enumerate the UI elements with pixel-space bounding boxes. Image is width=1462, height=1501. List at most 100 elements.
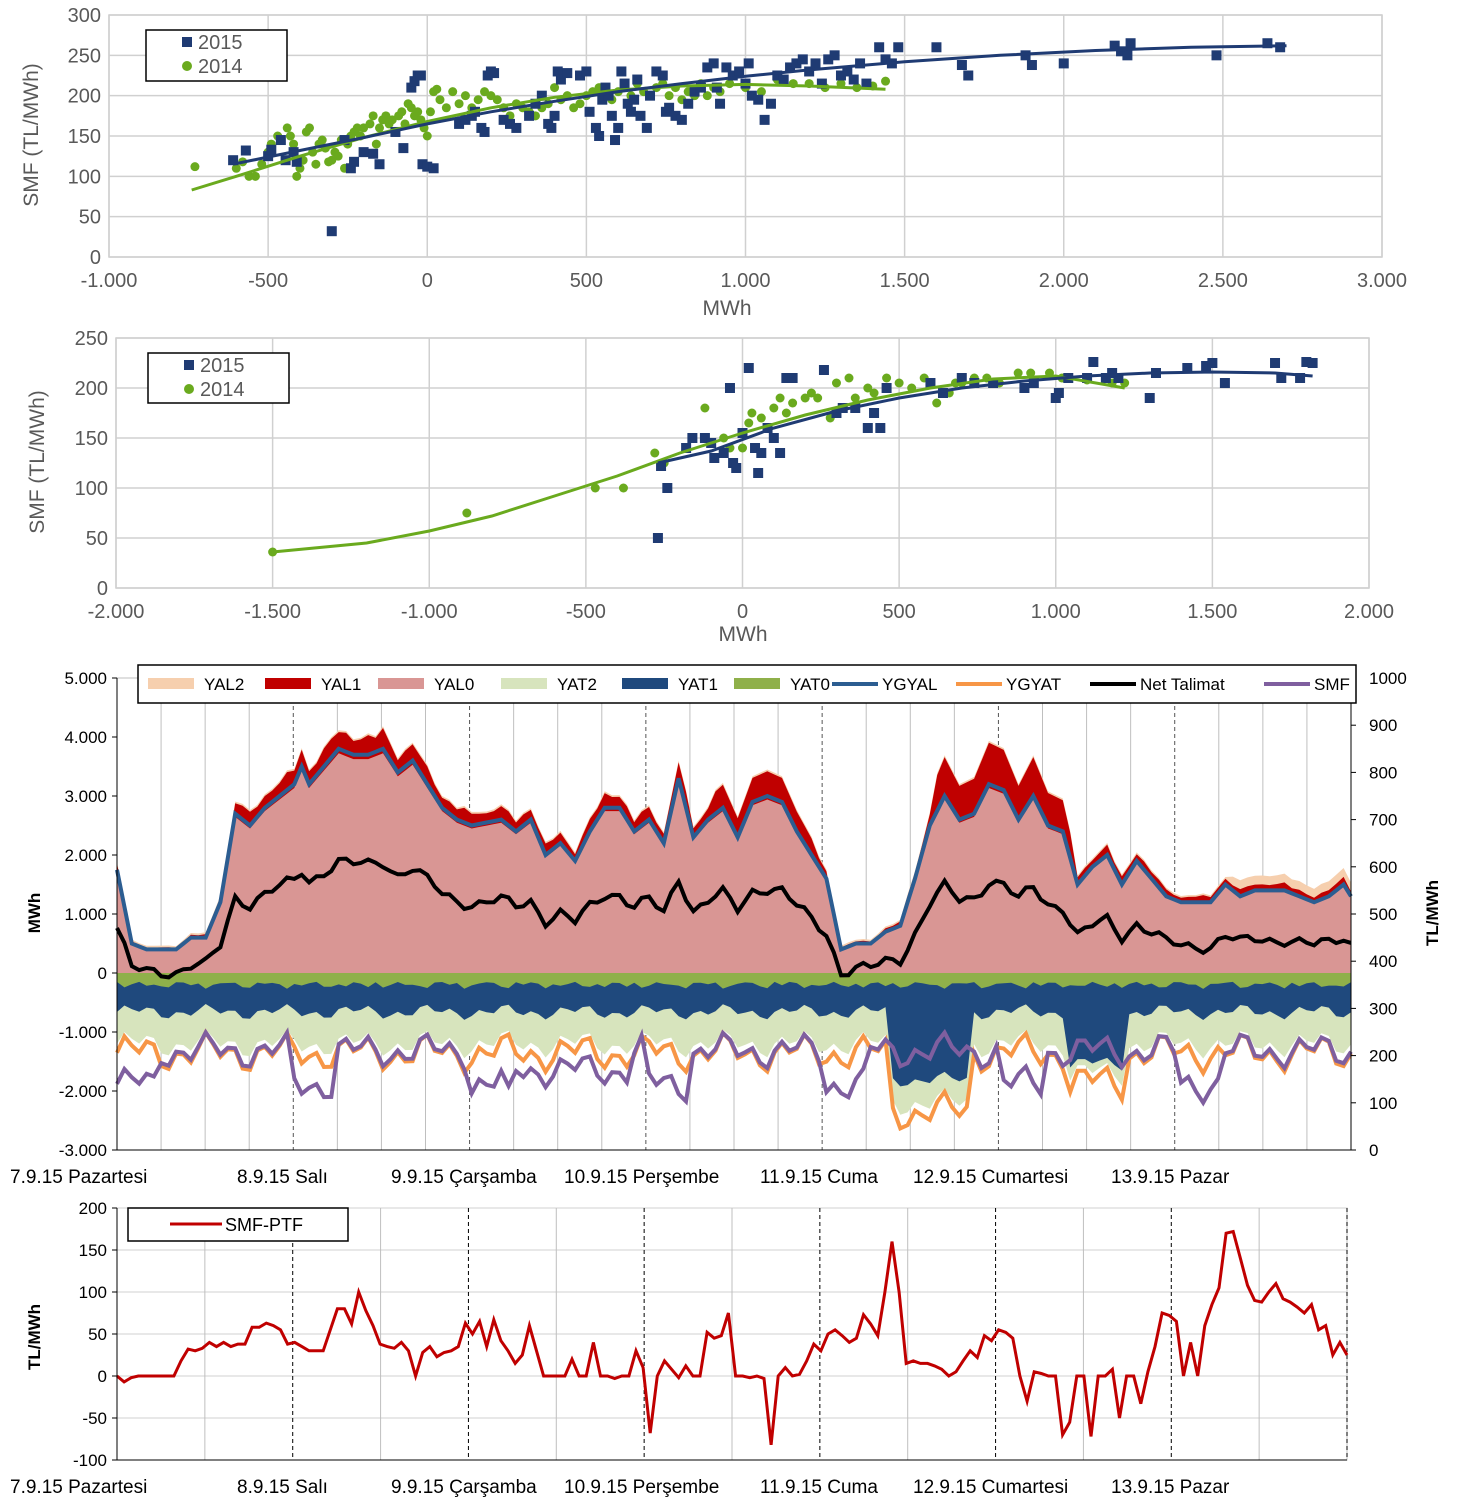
scatter-chart-2: -2.000 -1.500 -1.000 -500 0 500 1.000 1.500 2.00…	[26, 328, 1394, 646]
chart2-legend: 2015 2014	[147, 352, 290, 404]
chart2-point-2015	[1301, 357, 1312, 367]
chart3-legend-swatch-YAT2	[501, 678, 547, 689]
chart1-x-tick-label: 2.500	[1198, 270, 1248, 292]
chart3-line-SMF	[115, 1027, 1353, 1107]
chart1-point-2015	[829, 50, 840, 61]
chart1-point-2015	[721, 62, 732, 73]
chart2-x-tick-label: -500	[566, 601, 606, 623]
chart1-point-2015	[641, 122, 652, 133]
chart1-x-tick-label: -500	[248, 270, 288, 292]
chart1-point-2015	[584, 106, 595, 117]
chart1-x-tick-label: 2.000	[1039, 270, 1089, 292]
chart3-day-label: 10.9.15 Perşembe	[564, 1167, 719, 1188]
chart2-point-2015	[775, 448, 786, 458]
chart2-gridlines	[115, 337, 1370, 589]
chart3-legend-label-YAL1: YAL1	[321, 675, 361, 694]
chart2-x-tick-label: 0	[737, 601, 748, 623]
chart1-legend-label-2015: 2015	[198, 32, 243, 54]
chart2-point-2015	[681, 443, 692, 453]
chart4-y-tick-label: -50	[82, 1409, 107, 1428]
chart4-y-tick-label: 100	[79, 1283, 107, 1302]
chart1-point-2015	[708, 58, 719, 69]
chart1-point-2014	[413, 107, 423, 117]
chart1-point-2015	[1058, 58, 1069, 69]
chart1-point-2014	[664, 91, 674, 101]
chart2-point-2014	[618, 483, 628, 493]
chart2-point-2014	[800, 393, 810, 403]
chart2-point-2015	[756, 448, 767, 458]
chart3-y-tick-label: -1.000	[59, 1023, 107, 1042]
chart3-legend-swatch-YAL0	[378, 678, 424, 689]
chart1-point-2015	[1116, 46, 1127, 57]
chart1-point-2015	[606, 110, 617, 121]
chart2-x-tick-label: 500	[882, 601, 915, 623]
chart3-y2-tick-label: 700	[1369, 811, 1397, 830]
scatter-chart-1: -1.000 -500 0 500 1.000 1.500 2.000 2.500 3.000 0…	[20, 5, 1407, 320]
chart2-point-2015	[1144, 393, 1155, 403]
chart1-point-2014	[492, 95, 502, 105]
chart2-legend-label-2015: 2015	[200, 355, 245, 377]
chart1-point-2015	[590, 122, 601, 133]
chart2-point-2015	[787, 373, 798, 383]
chart2-point-2014	[882, 373, 892, 383]
chart1-point-2015	[1211, 50, 1222, 61]
chart1-point-2015	[711, 82, 722, 93]
chart3-day-label: 9.9.15 Çarşamba	[391, 1167, 537, 1188]
chart2-point-2015	[956, 373, 967, 383]
chart4-day-label: 8.9.15 Salı	[237, 1477, 328, 1498]
chart4-y-tick-label: -100	[73, 1451, 107, 1470]
chart2-point-2015	[1107, 368, 1118, 378]
chart4-day-label: 9.9.15 Çarşamba	[391, 1477, 537, 1498]
chart1-point-2014	[304, 123, 314, 133]
chart2-point-2015	[724, 383, 735, 393]
chart4-day-label: 12.9.15 Cumartesi	[913, 1477, 1068, 1498]
chart1-y-tick-label: 0	[90, 247, 101, 269]
chart2-point-2015	[937, 388, 948, 398]
chart4-legend-label: SMF-PTF	[225, 1215, 303, 1235]
chart1-point-2015	[1026, 60, 1037, 71]
chart3-legend-label-Net Talimat: Net Talimat	[1140, 675, 1225, 694]
chart4-y-tick-label: 150	[79, 1241, 107, 1260]
chart2-point-2015	[1082, 373, 1093, 383]
chart1-point-2015	[610, 135, 621, 146]
chart1-point-2015	[581, 66, 592, 77]
chart1-point-2014	[352, 123, 362, 133]
chart1-point-2015	[689, 86, 700, 97]
chart4-legend-box	[127, 1207, 349, 1242]
chart1-point-2015	[956, 60, 967, 71]
chart1-point-2015	[683, 98, 694, 109]
chart1-x-tick-label: 1.500	[880, 270, 930, 292]
chart1-point-2015	[549, 110, 560, 121]
chart2-point-2015	[881, 383, 892, 393]
chart1-point-2015	[874, 42, 885, 53]
chart2-legend-marker-2015	[184, 360, 194, 370]
chart4-day-label: 13.9.15 Pazar	[1111, 1477, 1230, 1498]
chart3-y2-tick-label: 800	[1369, 763, 1397, 782]
chart3-line-YGYAL	[115, 746, 1353, 953]
chart2-point-2015	[1276, 373, 1287, 383]
chart1-point-2015	[489, 68, 500, 79]
chart3-y2-tick-label: 1000	[1369, 669, 1407, 688]
chart1-point-2015	[848, 74, 859, 85]
chart1-point-2015	[536, 90, 547, 101]
chart3-legend-label-YAL2: YAL2	[204, 675, 244, 694]
chart2-trendline-2014	[272, 374, 1125, 554]
chart2-point-2014	[781, 408, 791, 418]
chart3-area-YAL0	[117, 753, 1351, 973]
chart2-point-2014	[744, 418, 754, 428]
chart3-legend-label-YGYAL: YGYAL	[882, 675, 937, 694]
chart2-point-2014	[738, 443, 747, 453]
chart2-trendline-2015	[657, 370, 1313, 465]
chart1-legend-label-2014: 2014	[198, 56, 243, 78]
chart1-point-2015	[772, 70, 783, 81]
chart1-point-2015	[555, 74, 566, 85]
chart2-point-2014	[932, 398, 942, 408]
chart2-y-tick-label: 0	[97, 578, 108, 600]
chart1-point-2014	[311, 159, 321, 169]
chart2-y-tick-label: 250	[75, 328, 108, 350]
chart1-point-2015	[616, 66, 627, 77]
chart1-point-2015	[275, 135, 286, 146]
chart1-point-2015	[765, 98, 776, 109]
chart2-point-2014	[747, 408, 757, 418]
chart2-point-2015	[1019, 383, 1030, 393]
